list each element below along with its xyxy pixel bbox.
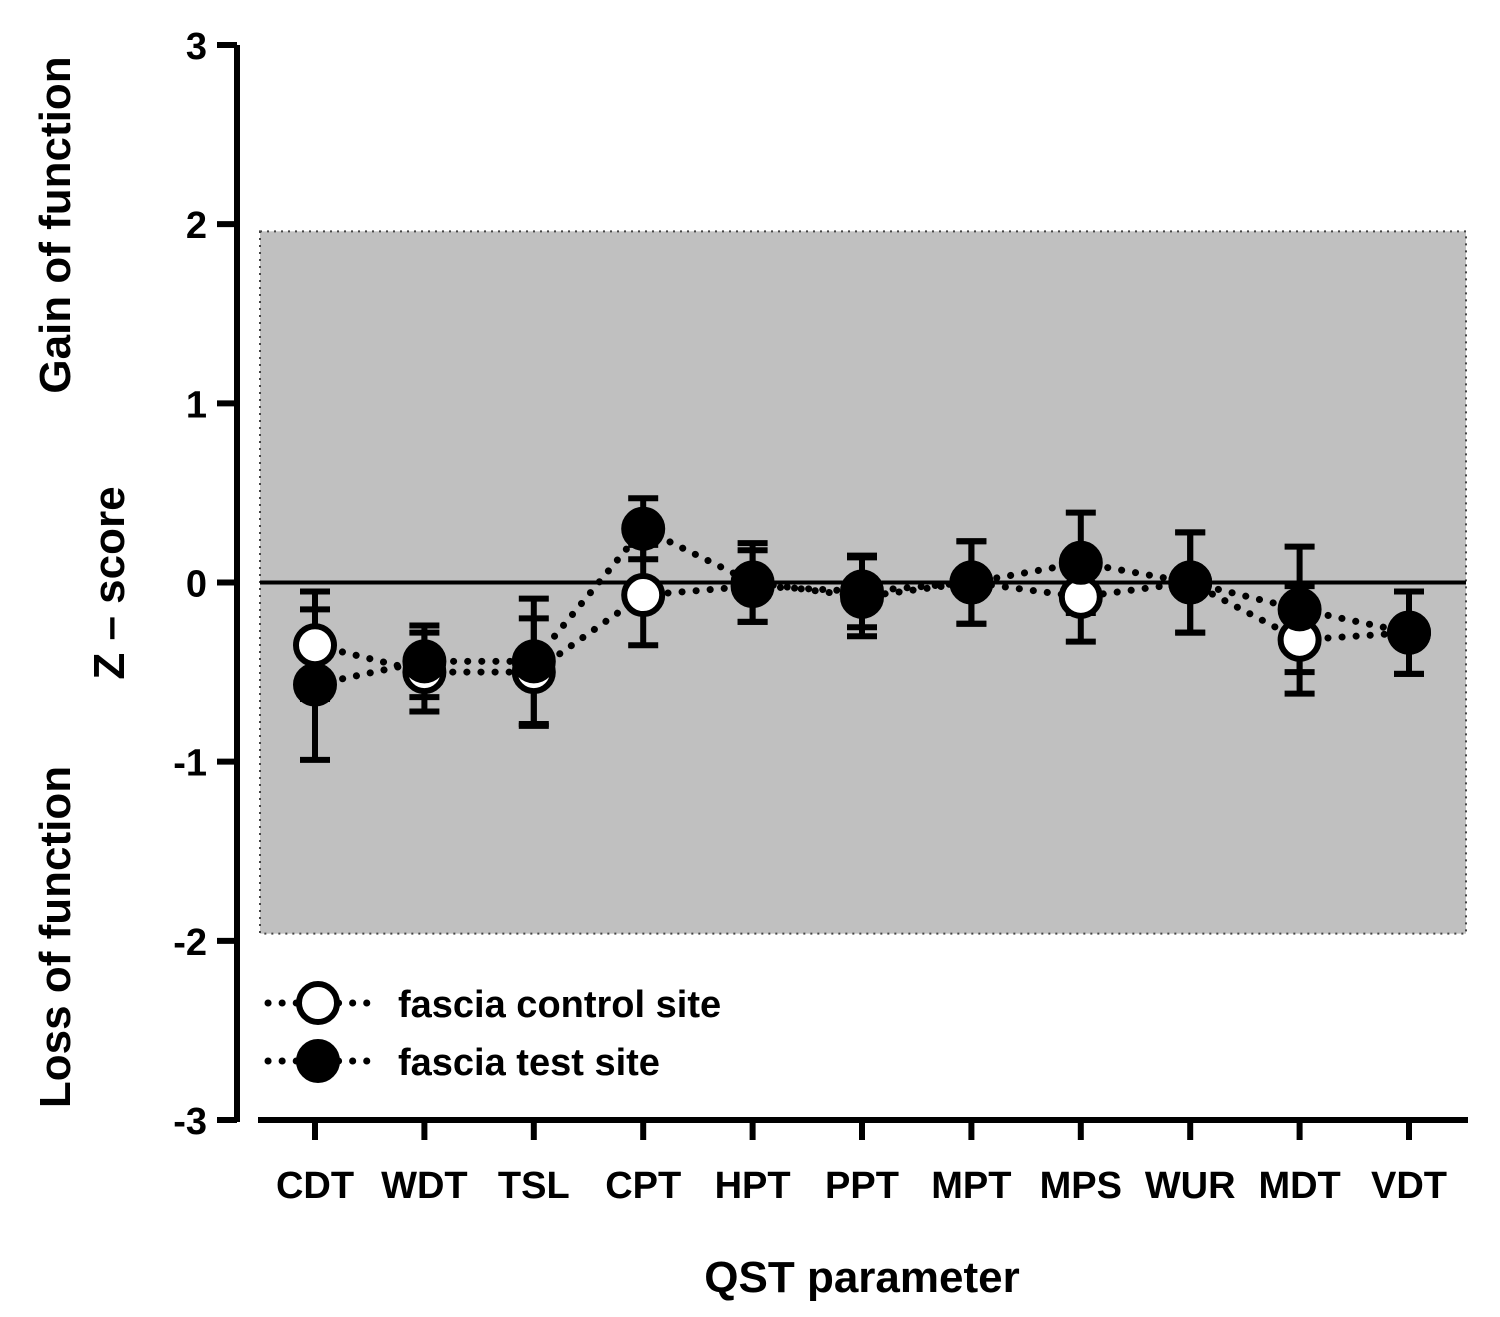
y-tick-label: 2 — [186, 205, 207, 247]
x-tick-label: WDT — [381, 1165, 468, 1207]
x-tick-label: CPT — [605, 1165, 681, 1207]
y-axis-loss-label: Loss of function — [31, 766, 80, 1108]
y-tick-label: -2 — [173, 922, 207, 964]
x-tick-label: PPT — [825, 1165, 899, 1207]
y-axis-title: Z – score — [85, 486, 134, 679]
test-point — [293, 662, 337, 707]
test-point — [1168, 560, 1213, 605]
data-points — [293, 506, 1431, 707]
series-line — [311, 524, 1413, 689]
y-tick-label: 1 — [186, 384, 207, 426]
legend: fascia control site fascia test site — [264, 981, 721, 1084]
test-point — [1058, 540, 1103, 585]
test-point — [949, 560, 994, 605]
test-point — [402, 639, 447, 684]
test-point — [840, 574, 884, 619]
control-point — [293, 623, 337, 668]
test-point — [621, 506, 666, 551]
x-tick-label: HPT — [715, 1165, 791, 1207]
y-tick-label: -3 — [173, 1101, 207, 1143]
test-point — [1387, 610, 1431, 655]
test-point — [511, 639, 556, 684]
x-tick-label: CDT — [276, 1165, 354, 1207]
x-tick-label: VDT — [1371, 1165, 1447, 1207]
labels: 3 2 1 0 -1 -2 -3 CDT WDT TSL CPT HPT PPT MPT MPS WUR MDT… — [31, 26, 1447, 1302]
control-point — [621, 573, 666, 618]
x-tick-label: MDT — [1258, 1165, 1340, 1207]
y-tick-label: 0 — [186, 564, 207, 606]
x-axis-title: QST parameter — [704, 1253, 1019, 1302]
test-point — [1277, 587, 1322, 632]
x-tick-label: WUR — [1145, 1165, 1236, 1207]
y-tick-label: -1 — [173, 743, 207, 785]
test-point — [730, 560, 775, 605]
x-tick-label: MPS — [1040, 1165, 1122, 1207]
legend-label: fascia test site — [398, 1042, 660, 1084]
y-tick-label: 3 — [186, 26, 207, 68]
x-tick-label: TSL — [498, 1165, 570, 1207]
legend-filled-marker — [296, 1039, 340, 1083]
legend-open-marker — [296, 981, 340, 1025]
legend-label: fascia control site — [398, 984, 721, 1026]
x-tick-label: MPT — [931, 1165, 1011, 1207]
axes — [217, 42, 1468, 1140]
y-axis-gain-label: Gain of function — [31, 56, 80, 393]
